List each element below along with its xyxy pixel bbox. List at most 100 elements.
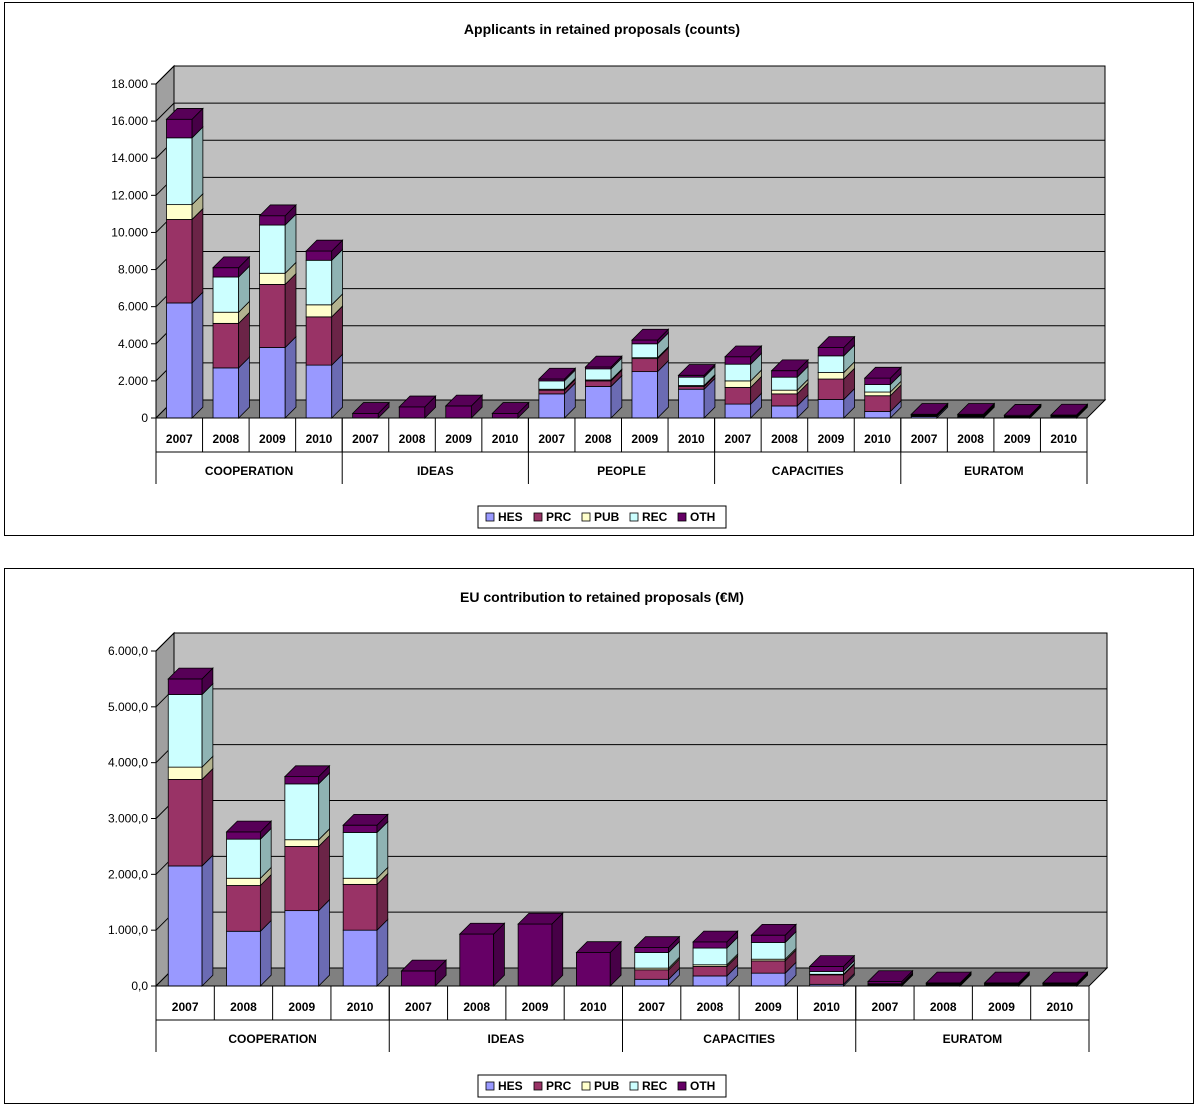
bar-segment-rec: [305, 248, 343, 306]
bar-front: [724, 380, 752, 388]
bar-segment-oth: [166, 107, 204, 139]
bar-segment-hes: [259, 335, 297, 419]
bar-top: [167, 667, 214, 680]
y-tick-label: 14.000: [111, 151, 148, 165]
bar-front: [212, 311, 240, 324]
bar-front: [724, 403, 752, 419]
legend-label: PRC: [546, 510, 572, 524]
bar-segment-oth: [576, 940, 622, 987]
legend-swatch: [629, 512, 639, 522]
bar-top: [283, 765, 331, 778]
bar-top: [212, 256, 251, 269]
bar-front: [459, 933, 495, 987]
bar-front: [166, 302, 193, 419]
bar-front: [678, 376, 705, 386]
x-category-label: 2008: [463, 1000, 490, 1014]
y-tick-label: 18.000: [111, 77, 148, 91]
bar-top: [400, 959, 448, 972]
x-group-label: CAPACITIES: [703, 1032, 775, 1046]
x-category-label: 2008: [697, 1000, 724, 1014]
bar-top: [817, 336, 856, 348]
bar-front: [750, 960, 786, 974]
bar-front: [538, 393, 565, 419]
bar-front: [166, 118, 193, 139]
y-tick-label: 16.000: [111, 114, 148, 128]
bar-front: [692, 941, 728, 949]
bar-front: [817, 355, 845, 373]
bar-front: [259, 272, 286, 285]
legend-box: [477, 505, 727, 529]
legend-item-hes: HES: [485, 510, 523, 524]
bar-front: [398, 406, 426, 419]
bar-front: [724, 363, 752, 382]
x-category-label: 2010: [306, 432, 333, 446]
legend-swatch: [677, 512, 687, 522]
bar-front: [678, 388, 705, 419]
bar-segment-rec: [284, 772, 330, 841]
bar-front: [692, 947, 728, 966]
bar-front: [305, 364, 333, 419]
bar-side: [376, 918, 389, 987]
bar-front: [167, 678, 203, 695]
bar-segment-prc: [305, 305, 343, 367]
bar-segment-prc: [864, 383, 902, 413]
bar-front: [166, 219, 193, 304]
legend-box: [477, 1074, 727, 1098]
x-category-label: 2007: [638, 1000, 665, 1014]
x-category-label: 2010: [864, 432, 891, 446]
bar-side: [191, 207, 204, 304]
bar-front: [631, 371, 658, 419]
bar-side: [318, 772, 330, 841]
bar-front: [342, 824, 378, 833]
bar-top: [458, 922, 506, 935]
bar-segment-hes: [678, 377, 716, 419]
bar-front: [585, 386, 612, 419]
legend-label: REC: [642, 1079, 668, 1093]
bar-front: [585, 368, 612, 381]
legend-item-oth: OTH: [677, 510, 715, 524]
bar-front: [226, 838, 261, 879]
bar-top: [225, 820, 273, 833]
bar-front: [692, 975, 728, 987]
x-category-label: 2007: [166, 432, 193, 446]
legend-label: OTH: [690, 510, 715, 524]
applicants-chart-panel: Applicants in retained proposals (counts…: [4, 2, 1194, 536]
bar-front: [634, 969, 669, 980]
x-category-label: 2010: [347, 1000, 374, 1014]
bar-front: [771, 389, 798, 395]
bar-segment-hes: [166, 291, 204, 419]
gridline-side: [155, 632, 175, 652]
bar-front: [538, 389, 565, 395]
x-category-label: 2010: [492, 432, 519, 446]
legend-swatch: [629, 1081, 639, 1091]
bar-side: [284, 335, 297, 419]
legend-item-oth: OTH: [677, 1079, 715, 1093]
bar-side: [318, 898, 330, 987]
bar-segment-oth: [459, 922, 505, 987]
bar-top: [925, 971, 972, 984]
y-tick-label: 5.000,0: [108, 700, 148, 714]
x-category-label: 2007: [172, 1000, 199, 1014]
legend-label: PUB: [594, 510, 620, 524]
bar-segment-prc: [750, 949, 797, 975]
bar-segment-rec: [631, 332, 669, 359]
bar-side: [191, 291, 204, 419]
bar-top: [165, 108, 204, 120]
x-group-label: IDEAS: [417, 464, 454, 478]
bar-side: [201, 767, 214, 867]
y-tick-label: 12.000: [111, 188, 148, 202]
bar-front: [576, 952, 611, 987]
gridline-side: [155, 102, 175, 122]
legend-label: PUB: [594, 1079, 620, 1093]
chart-title: Applicants in retained proposals (counts…: [464, 21, 740, 37]
bar-side: [191, 126, 204, 206]
bar-front: [226, 831, 261, 840]
x-group-label: EURATOM: [943, 1032, 1003, 1046]
bar-top: [692, 930, 739, 943]
y-tick-label: 2.000: [118, 374, 148, 388]
legend-label: HES: [498, 510, 523, 524]
bar-segment-rec: [634, 940, 680, 970]
bar-front: [166, 204, 193, 220]
bar-side: [201, 682, 214, 769]
bar-front: [401, 970, 436, 987]
